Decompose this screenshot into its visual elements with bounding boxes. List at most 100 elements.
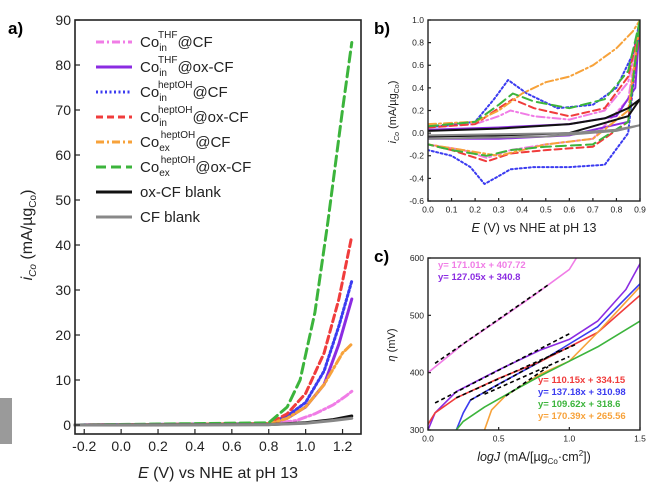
panel-a-series-1 xyxy=(73,297,354,427)
panel-c-fit-line-2 xyxy=(455,343,577,399)
panel-c-frame xyxy=(427,257,641,431)
panel-b-xtick-label-2: 0.2 xyxy=(469,205,481,215)
panel-c-fit-line-5 xyxy=(505,366,549,397)
legend-label-5: CoexheptOH@ox-CF xyxy=(140,155,251,179)
panel-a-curves xyxy=(73,41,354,427)
panel-a-xtick-label-0: -0.2 xyxy=(72,438,96,454)
legend-label-2: CoinheptOH@CF xyxy=(140,80,228,104)
panel-a-ytick-label-8: 80 xyxy=(55,57,71,73)
panel-c-series-5 xyxy=(455,320,640,430)
panel-b-xlabel: E (V) vs NHE at pH 13 xyxy=(471,221,596,235)
panel-b-series-4 xyxy=(428,20,640,157)
panel-b-letter: b) xyxy=(374,19,390,38)
panel-c-xtick-label-3: 1.5 xyxy=(634,434,646,444)
panel-b: b) 0.0 0.1 0.2 0.3 0.4 0.5 0.6 0.7 0.8 0.9 -0.6 -0.… xyxy=(374,15,646,235)
panel-a-ytick-label-1: 10 xyxy=(55,372,71,388)
panel-c-equations: y= 171.01x + 407.72y= 127.05x + 340.8 y= … xyxy=(438,260,626,422)
panel-b-ytick-label-3: 0.0 xyxy=(412,128,424,138)
panel-b-series-7 xyxy=(428,124,640,140)
legend-label-4: CoexheptOH@CF xyxy=(140,130,230,154)
panel-a-ytick-label-0: 0 xyxy=(63,417,71,433)
legend-label-3: CoinheptOH@ox-CF xyxy=(140,105,249,129)
panel-b-ytick-label-6: 0.6 xyxy=(412,60,424,70)
panel-b-xtick-label-8: 0.8 xyxy=(611,205,623,215)
panel-a-ytick-label-5: 50 xyxy=(55,192,71,208)
panel-b-ytick-label-4: 0.2 xyxy=(412,105,424,115)
panel-a-ytick-label-9: 90 xyxy=(55,12,71,28)
panel-c-ytick-label-3: 600 xyxy=(410,253,424,263)
panel-a-legend: CoinTHF@CFCoinTHF@ox-CFCoinheptOH@CFCoin… xyxy=(96,30,251,226)
panel-b-xtick-label-0: 0.0 xyxy=(422,205,434,215)
panel-a-series-7 xyxy=(73,416,354,427)
panel-c-letter: c) xyxy=(374,247,389,266)
panel-c-xtick-label-1: 0.5 xyxy=(493,434,505,444)
panel-b-ytick-label-7: 0.8 xyxy=(412,38,424,48)
panel-b-xtick-label-6: 0.6 xyxy=(563,205,575,215)
panel-b-xtick-label-7: 0.7 xyxy=(587,205,599,215)
panel-b-ytick-label-5: 0.4 xyxy=(412,83,424,93)
panel-a-ylabel: iCo (mA/µgCo) xyxy=(19,190,39,281)
panel-c-curves xyxy=(428,258,640,430)
panel-b-curves xyxy=(428,20,640,185)
panel-c-ytick-label-2: 500 xyxy=(410,310,424,320)
panel-a-series-5 xyxy=(73,41,354,427)
panel-c-equation-4: y= 109.62x + 318.6 xyxy=(538,399,620,410)
panel-c-ticks: 0.0 0.5 1.0 1.5 300 400 500 600 xyxy=(410,253,646,444)
panel-b-ytick-label-0: -0.6 xyxy=(409,196,424,206)
panel-b-frame xyxy=(427,19,641,202)
panel-a-xlabel: E (V) vs NHE at pH 13 xyxy=(138,465,298,482)
panel-c-xlabel: logJ (mA/[µgCo·cm2]) xyxy=(477,449,591,466)
panel-a-xtick-label-1: 0.0 xyxy=(111,438,131,454)
panel-a-xtick-label-3: 0.4 xyxy=(185,438,205,454)
panel-b-series-3 xyxy=(428,24,640,163)
legend-label-6: ox-CF blank xyxy=(140,184,221,201)
panel-c-series-4 xyxy=(483,285,640,430)
panel-b-ylabel: iCo (mA/µgCo) xyxy=(387,81,401,144)
panel-a-xtick-label-7: 1.2 xyxy=(333,438,353,454)
panel-c-equation-3: y= 137.18x + 310.98 xyxy=(538,387,626,398)
panel-a-xtick-label-5: 0.8 xyxy=(259,438,279,454)
panel-a-xtick-label-2: 0.2 xyxy=(148,438,168,454)
panel-a-ytick-label-6: 60 xyxy=(55,147,71,163)
panel-b-series-5 xyxy=(428,20,640,157)
panel-c-fit-line-0 xyxy=(434,284,549,364)
legend-label-1: CoinTHF@ox-CF xyxy=(140,55,234,79)
panel-b-series-2 xyxy=(428,20,640,185)
panel-c-ytick-label-1: 400 xyxy=(410,368,424,378)
legend-label-0: CoinTHF@CF xyxy=(140,30,213,54)
panel-c-fit-line-3 xyxy=(470,348,563,401)
panel-b-xtick-label-3: 0.3 xyxy=(493,205,505,215)
panel-c-equation-5: y= 170.39x + 265.56 xyxy=(538,411,626,422)
panel-b-xtick-label-5: 0.5 xyxy=(540,205,552,215)
panel-c-ylabel: η (mV) xyxy=(386,329,398,362)
panel-a-ytick-label-4: 40 xyxy=(55,237,71,253)
panel-c: c) 0.0 0.5 1.0 1.5 300 400 500 600 η (mV) logJ … xyxy=(374,247,646,466)
panel-c-series-1 xyxy=(428,262,640,430)
panel-a-xtick-label-6: 1.0 xyxy=(296,438,316,454)
panel-b-series-0 xyxy=(428,24,640,159)
panel-c-series-3 xyxy=(428,294,640,426)
panel-b-ytick-label-8: 1.0 xyxy=(412,15,424,25)
panel-c-xtick-label-2: 1.0 xyxy=(563,434,575,444)
panel-a-ytick-label-2: 20 xyxy=(55,327,71,343)
panel-a-frame xyxy=(74,19,362,435)
panel-a-ytick-label-3: 30 xyxy=(55,282,71,298)
panel-b-xtick-label-4: 0.4 xyxy=(516,205,528,215)
panel-c-equation-2: y= 110.15x + 334.15 xyxy=(538,375,626,386)
panel-c-equation-1: y= 127.05x + 340.8 xyxy=(438,272,520,283)
panel-a: a) -0.2 0.0 0.2 0.4 0.6 0.8 1.0 1.2 0 10 20 30 40 50 6… xyxy=(8,12,362,482)
legend-label-7: CF blank xyxy=(140,209,201,226)
panel-b-ticks: 0.0 0.1 0.2 0.3 0.4 0.5 0.6 0.7 0.8 0.9 -0.6 -0.4 -0… xyxy=(409,15,646,215)
panel-a-ticks: -0.2 0.0 0.2 0.4 0.6 0.8 1.0 1.2 0 10 20 30 40 50 60 70… xyxy=(55,12,352,454)
panel-c-ytick-label-0: 300 xyxy=(410,425,424,435)
panel-b-ytick-label-2: -0.2 xyxy=(409,151,424,161)
panel-b-ytick-label-1: -0.4 xyxy=(409,173,424,183)
panel-b-xtick-label-9: 0.9 xyxy=(634,205,646,215)
panel-a-ytick-label-7: 70 xyxy=(55,102,71,118)
edge-strip xyxy=(0,398,12,444)
panel-c-fit-line-4 xyxy=(484,355,570,395)
panel-c-equation-0: y= 171.01x + 407.72 xyxy=(438,260,526,271)
panel-c-xtick-label-0: 0.0 xyxy=(422,434,434,444)
panel-b-xtick-label-1: 0.1 xyxy=(446,205,458,215)
